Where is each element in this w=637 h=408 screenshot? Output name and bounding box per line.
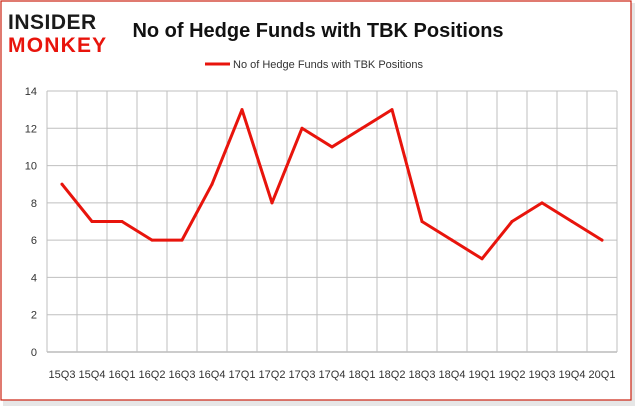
x-tick-label: 17Q1	[229, 369, 256, 381]
x-tick-label: 17Q4	[319, 369, 346, 381]
data-point	[450, 238, 454, 242]
y-tick-label: 10	[25, 161, 37, 173]
data-point	[510, 220, 514, 223]
x-tick-label: 18Q2	[379, 369, 406, 381]
x-tick-label: 16Q4	[199, 369, 226, 381]
data-point	[240, 108, 244, 112]
x-tick-label: 15Q3	[49, 369, 76, 381]
x-tick-label: 18Q4	[439, 369, 466, 381]
data-point	[150, 238, 154, 242]
logo-line1: INSIDER	[8, 11, 97, 34]
x-tick-label: 18Q3	[409, 369, 436, 381]
series-layer	[60, 108, 604, 261]
x-tick-label: 19Q2	[499, 369, 526, 381]
x-tick-label: 18Q1	[349, 369, 376, 381]
y-tick-label: 0	[31, 347, 37, 359]
x-tick-label: 19Q3	[529, 369, 556, 381]
data-point	[60, 182, 64, 186]
y-tick-label: 2	[31, 310, 37, 322]
data-point	[570, 220, 574, 223]
data-point	[210, 182, 214, 186]
data-point	[270, 201, 274, 205]
data-point	[540, 201, 544, 205]
y-tick-label: 8	[31, 198, 37, 210]
x-tick-label: 16Q1	[109, 369, 136, 381]
y-tick-label: 4	[31, 272, 37, 284]
data-point	[180, 238, 184, 242]
x-tick-label: 19Q4	[559, 369, 586, 381]
data-point	[300, 126, 304, 130]
x-tick-label: 15Q4	[79, 369, 106, 381]
logo-line2: MONKEY	[8, 34, 107, 57]
x-tick-label: 16Q3	[169, 369, 196, 381]
x-tick-label: 16Q2	[139, 369, 166, 381]
legend-label: No of Hedge Funds with TBK Positions	[233, 59, 423, 71]
data-point	[90, 220, 94, 223]
chart-title: No of Hedge Funds with TBK Positions	[132, 20, 503, 42]
x-tick-labels: 15Q3 15Q4 16Q1 16Q2 16Q3 16Q4 17Q1 17Q2 17Q3 17Q4…	[49, 369, 616, 381]
data-point	[480, 257, 484, 261]
legend: No of Hedge Funds with TBK Positions	[205, 59, 423, 71]
x-tick-label: 17Q3	[289, 369, 316, 381]
y-tick-labels: 0 2 4 6 8 10 12 14	[25, 86, 37, 359]
data-point	[420, 220, 424, 223]
y-tick-label: 14	[25, 86, 37, 98]
data-point	[390, 108, 394, 112]
y-tick-label: 6	[31, 235, 37, 247]
data-point	[330, 145, 334, 149]
frame-border	[0, 0, 632, 401]
y-tick-label: 12	[25, 123, 37, 135]
data-point	[600, 238, 604, 242]
data-point	[120, 220, 124, 223]
x-tick-label: 17Q2	[259, 369, 286, 381]
insider-monkey-logo: INSIDER MONKEY	[8, 11, 107, 57]
gridlines	[46, 90, 618, 353]
data-point	[360, 126, 364, 130]
x-tick-label: 19Q1	[469, 369, 496, 381]
x-tick-label: 20Q1	[589, 369, 616, 381]
